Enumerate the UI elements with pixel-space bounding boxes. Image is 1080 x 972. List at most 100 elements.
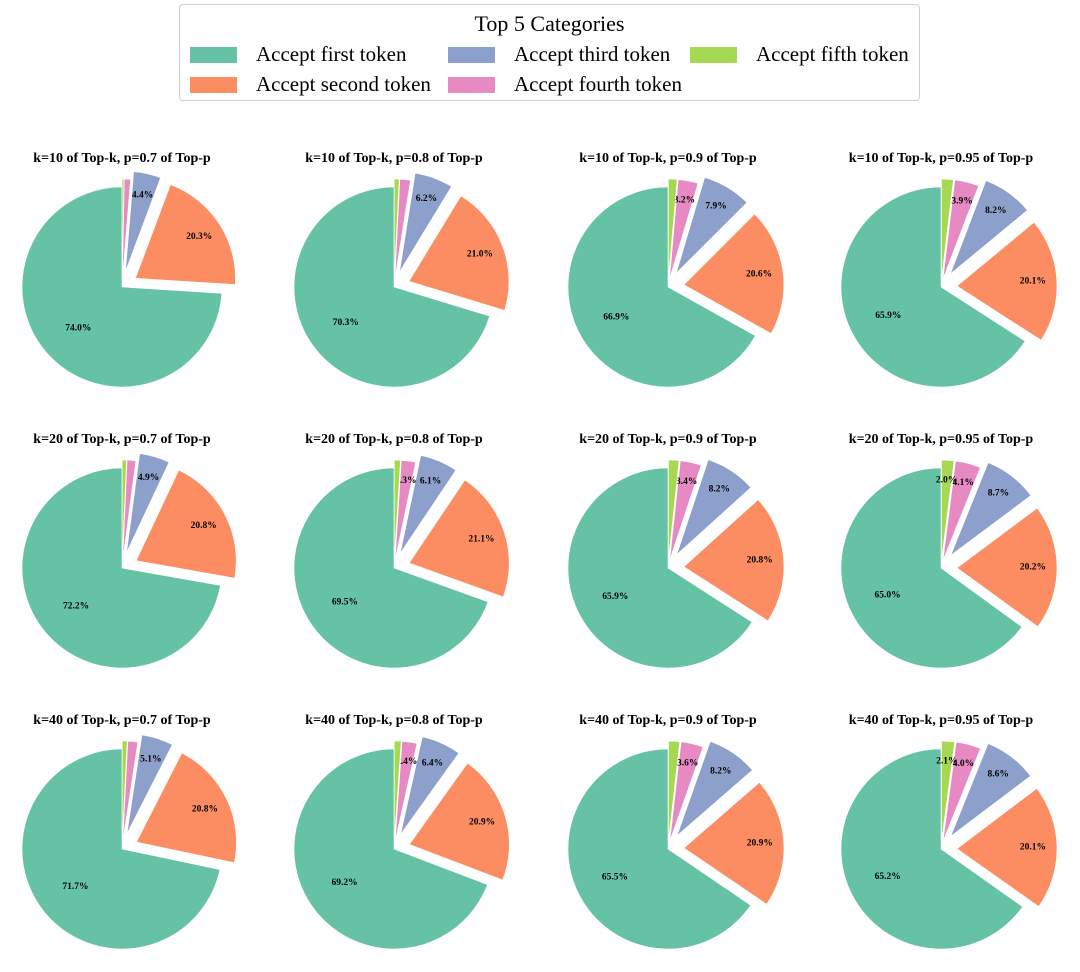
- pie-slice-first: [293, 186, 491, 388]
- pie-chart-4: k=10 of Top-k, p=0.95 of Top-p 65.9% 20.1%…: [840, 151, 1058, 388]
- pie-slice-fourth: [122, 459, 137, 561]
- pie-slice-third: [126, 734, 173, 834]
- pie-data-label-third: 8.6%: [987, 770, 1008, 780]
- pie-slice-fifth: [121, 740, 128, 842]
- pie-slice-fifth: [941, 740, 956, 842]
- pie-slice-third: [950, 462, 1032, 557]
- pie-slice-fourth: [942, 460, 981, 561]
- pie-slice-first: [21, 467, 221, 669]
- pie-slice-third: [399, 172, 452, 273]
- pie-slice-second: [683, 499, 785, 622]
- pie-slice-fourth: [122, 740, 139, 842]
- pie-slice-fifth: [393, 459, 401, 561]
- pie-slice-second: [135, 184, 236, 285]
- pie-slice-third: [675, 177, 748, 274]
- pie-data-label-fourth: 3.2%: [674, 196, 695, 206]
- legend-swatch-fifth: [690, 46, 737, 63]
- pie-data-label-first: 65.9%: [875, 311, 901, 321]
- pie-slice-first: [21, 748, 221, 950]
- pie-data-label-first: 65.2%: [875, 872, 901, 882]
- pie-data-label-first: 72.2%: [63, 602, 89, 612]
- pie-chart-11: k=40 of Top-k, p=0.9 of Top-p 65.5% 20.9% 8…: [567, 713, 785, 950]
- pie-slice-third: [676, 459, 752, 556]
- pie-title: k=20 of Top-k, p=0.8 of Top-p: [305, 432, 483, 447]
- pie-slice-second: [956, 221, 1058, 341]
- pie-slice-first: [840, 186, 1026, 388]
- legend-entry-fifth: Accept fifth token: [690, 42, 909, 67]
- pie-slice-third: [676, 741, 753, 837]
- pie-slice-fourth: [394, 741, 418, 842]
- legend: Top 5 Categories Accept first token Acce…: [179, 4, 920, 101]
- legend-title: Top 5 Categories: [474, 11, 625, 36]
- pie-title: k=40 of Top-k, p=0.95 of Top-p: [849, 713, 1034, 728]
- pie-slice-fourth: [669, 460, 702, 561]
- legend-entry-third: Accept third token: [448, 42, 670, 67]
- pie-data-label-third: 7.9%: [705, 201, 726, 211]
- pie-data-label-first: 65.0%: [874, 590, 900, 600]
- pie-data-label-second: 20.8%: [192, 804, 218, 814]
- pie-slice-first: [567, 186, 756, 388]
- pie-data-label-third: 4.9%: [138, 473, 159, 483]
- pie-title: k=10 of Top-k, p=0.9 of Top-p: [579, 151, 757, 166]
- pie-chart-5: k=20 of Top-k, p=0.7 of Top-p 72.2% 20.8% 4…: [21, 432, 237, 669]
- legend-swatch-fourth: [448, 76, 495, 93]
- pie-data-label-first: 65.9%: [602, 592, 628, 602]
- legend-label-second: Accept second token: [256, 72, 431, 96]
- pie-slice-fifth: [941, 178, 954, 280]
- pie-slice-fourth: [942, 179, 979, 280]
- pie-data-label-third: 6.4%: [422, 758, 443, 768]
- pie-slice-second: [956, 507, 1058, 628]
- legend-entry-second: Accept second token: [190, 72, 431, 97]
- pie-chart-2: k=10 of Top-k, p=0.8 of Top-p 70.3% 21.0% 6…: [293, 151, 510, 388]
- pie-title: k=10 of Top-k, p=0.8 of Top-p: [305, 151, 483, 166]
- pie-slice-third: [126, 453, 170, 553]
- pie-slice-fourth: [394, 178, 411, 280]
- pie-slice-first: [21, 186, 223, 388]
- pie-slice-fourth: [669, 741, 704, 842]
- pie-data-label-third: 8.2%: [710, 766, 731, 776]
- pie-data-label-second: 20.3%: [186, 232, 212, 242]
- pie-title: k=40 of Top-k, p=0.7 of Top-p: [33, 713, 211, 728]
- pie-slice-second: [683, 213, 785, 334]
- pie-data-label-fifth: 2.0%: [936, 475, 957, 485]
- pie-slice-second: [408, 195, 510, 311]
- pie-data-label-fourth: 2.4%: [396, 757, 417, 767]
- pie-data-label-fourth: 3.9%: [951, 197, 972, 207]
- legend-label-third: Accept third token: [514, 42, 671, 66]
- pie-slice-fifth: [668, 740, 681, 842]
- legend-label-fourth: Accept fourth token: [514, 72, 682, 96]
- pie-title: k=40 of Top-k, p=0.8 of Top-p: [305, 713, 483, 728]
- pie-data-label-third: 6.1%: [420, 477, 441, 487]
- pie-data-label-second: 20.6%: [746, 270, 772, 280]
- pie-data-label-fourth: 2.3%: [395, 476, 416, 486]
- pie-slice-third: [949, 180, 1028, 275]
- pie-slice-first: [293, 748, 488, 950]
- pie-data-label-second: 21.1%: [468, 534, 494, 544]
- pie-slice-fifth: [668, 459, 680, 561]
- pie-slice-fifth: [393, 178, 400, 280]
- pie-slice-fourth: [669, 179, 699, 280]
- pie-data-label-second: 20.9%: [747, 839, 773, 849]
- pie-data-label-fourth: 4.1%: [952, 478, 973, 488]
- pie-data-label-first: 71.7%: [62, 882, 88, 892]
- pie-data-label-fifth: 2.1%: [936, 756, 957, 766]
- pie-slice-first: [840, 467, 1023, 669]
- pie-slice-second: [408, 762, 510, 881]
- pie-slice-fourth: [122, 178, 131, 280]
- pie-data-label-third: 4.4%: [132, 190, 153, 200]
- pie-title: k=20 of Top-k, p=0.7 of Top-p: [33, 432, 211, 447]
- pie-title: k=40 of Top-k, p=0.9 of Top-p: [579, 713, 757, 728]
- pie-slice-fourth: [394, 459, 417, 561]
- pie-slice-third: [950, 743, 1031, 838]
- pie-data-label-fourth: 3.4%: [676, 477, 697, 487]
- pie-data-label-first: 69.5%: [332, 598, 358, 608]
- pie-chart-7: k=20 of Top-k, p=0.9 of Top-p 65.9% 20.8% 8…: [567, 432, 785, 669]
- pie-slice-fifth: [668, 178, 678, 280]
- legend-entry-first: Accept first token: [190, 42, 406, 67]
- pie-data-label-first: 69.2%: [332, 878, 358, 888]
- pie-chart-3: k=10 of Top-k, p=0.9 of Top-p 66.9% 20.6% 7…: [567, 151, 785, 388]
- pie-slice-third: [125, 171, 161, 272]
- pie-slice-second: [408, 479, 510, 598]
- pie-slice-first: [567, 467, 753, 669]
